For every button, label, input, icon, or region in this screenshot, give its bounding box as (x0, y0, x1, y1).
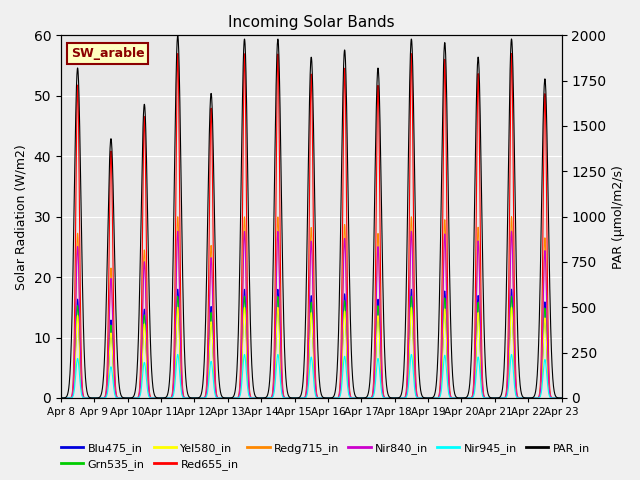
PAR_in (174, 33, 182, 38)
Blu475_in (557, 395, 565, 401)
PAR_in (457, 395, 465, 401)
Nir945_in (508, 351, 515, 357)
PAR_in (337, 228, 344, 234)
Grn535_in (514, 395, 522, 400)
Red655_in (57, 395, 65, 401)
Nir840_in (508, 228, 515, 234)
Nir840_in (456, 395, 464, 401)
Grn535_in (57, 395, 65, 401)
Nir945_in (557, 395, 565, 401)
Y-axis label: Solar Radiation (W/m2): Solar Radiation (W/m2) (15, 144, 28, 289)
Nir945_in (514, 395, 522, 401)
PAR_in (90, 395, 98, 401)
Nir840_in (325, 395, 333, 401)
Redg715_in (196, 395, 204, 401)
Yel580_in (527, 395, 535, 401)
Red655_in (557, 395, 565, 401)
Red655_in (196, 395, 204, 401)
Grn535_in (325, 395, 333, 401)
Redg715_in (527, 395, 535, 401)
Red655_in (527, 395, 535, 401)
Blu475_in (336, 390, 344, 396)
Red655_in (336, 379, 344, 384)
Grn535_in (196, 395, 204, 401)
Line: Redg715_in: Redg715_in (61, 216, 561, 398)
PAR_in (197, 392, 205, 398)
Yel580_in (336, 391, 344, 396)
Grn535_in (456, 395, 464, 401)
Grn535_in (557, 395, 565, 401)
PAR_in (528, 395, 536, 401)
Blu475_in (196, 395, 204, 401)
Grn535_in (508, 294, 515, 300)
Nir840_in (557, 395, 565, 401)
Red655_in (456, 395, 464, 401)
Nir840_in (57, 395, 65, 401)
Blu475_in (325, 395, 333, 401)
PAR_in (326, 395, 333, 401)
Nir840_in (196, 395, 204, 401)
Title: Incoming Solar Bands: Incoming Solar Bands (228, 15, 395, 30)
PAR_in (557, 395, 565, 401)
Line: Nir840_in: Nir840_in (61, 231, 561, 398)
Blu475_in (57, 395, 65, 401)
Line: Nir945_in: Nir945_in (61, 354, 561, 398)
Yel580_in (325, 395, 333, 401)
Nir945_in (456, 395, 464, 401)
Nir840_in (336, 387, 344, 393)
Nir945_in (325, 395, 333, 401)
PAR_in (514, 333, 522, 338)
Nir840_in (514, 394, 522, 400)
Redg715_in (508, 214, 515, 219)
Nir945_in (336, 393, 344, 399)
Yel580_in (514, 395, 522, 400)
Red655_in (508, 50, 515, 56)
Yel580_in (196, 395, 204, 401)
Redg715_in (456, 395, 464, 401)
Yel580_in (508, 304, 515, 310)
Text: SW_arable: SW_arable (71, 47, 145, 60)
Grn535_in (336, 390, 344, 396)
Nir945_in (527, 395, 535, 401)
Yel580_in (456, 395, 464, 401)
Y-axis label: PAR (μmol/m2/s): PAR (μmol/m2/s) (612, 165, 625, 269)
Line: PAR_in: PAR_in (61, 36, 561, 398)
Red655_in (514, 394, 522, 399)
PAR_in (57, 395, 65, 401)
Blu475_in (527, 395, 535, 401)
Legend: Blu475_in, Grn535_in, Yel580_in, Red655_in, Redg715_in, Nir840_in, Nir945_in, PA: Blu475_in, Grn535_in, Yel580_in, Red655_… (57, 438, 595, 474)
Line: Blu475_in: Blu475_in (61, 289, 561, 398)
Grn535_in (527, 395, 535, 401)
Nir945_in (57, 395, 65, 401)
Line: Grn535_in: Grn535_in (61, 297, 561, 398)
Blu475_in (508, 286, 515, 292)
Blu475_in (456, 395, 464, 401)
Redg715_in (325, 395, 333, 401)
Red655_in (325, 395, 333, 401)
Redg715_in (57, 395, 65, 401)
Redg715_in (557, 395, 565, 401)
Redg715_in (514, 394, 522, 400)
Line: Red655_in: Red655_in (61, 53, 561, 398)
Nir945_in (196, 395, 204, 401)
Yel580_in (57, 395, 65, 401)
Blu475_in (514, 395, 522, 400)
Redg715_in (336, 386, 344, 392)
Yel580_in (557, 395, 565, 401)
Line: Yel580_in: Yel580_in (61, 307, 561, 398)
Nir840_in (527, 395, 535, 401)
